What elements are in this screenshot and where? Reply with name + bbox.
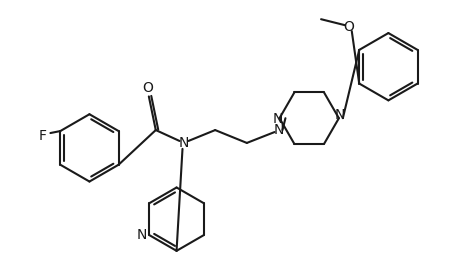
Text: N: N (274, 123, 284, 137)
Text: N: N (272, 112, 283, 126)
Text: N: N (178, 136, 188, 150)
Text: N: N (334, 108, 345, 122)
Text: O: O (343, 20, 354, 34)
Text: N: N (137, 228, 147, 242)
Text: F: F (38, 129, 47, 143)
Text: O: O (142, 81, 153, 96)
